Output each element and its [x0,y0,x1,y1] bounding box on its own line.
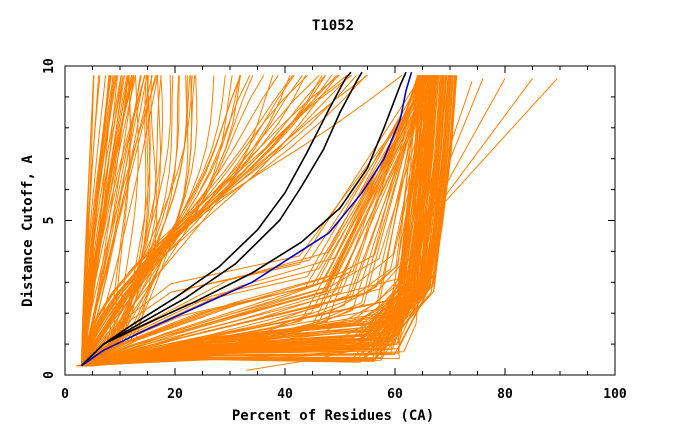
bundle-curve [81,75,112,366]
bundle-curve [81,75,129,366]
bundle-curve [81,75,198,367]
bundle-curve [81,75,265,366]
chart-title: T1052 [312,18,354,34]
series-line [80,71,363,367]
bundle-curve [81,75,433,367]
x-tick-label: 20 [167,387,183,402]
bundle-curve [246,334,396,371]
series-line [80,71,352,367]
highlighted-series [80,71,413,367]
y-tick-label: 0 [42,371,57,379]
bundle-curve [81,75,164,367]
x-axis-label: Percent of Residues (CA) [232,408,434,424]
bundle-curve [81,75,153,366]
bundle-curve [81,75,420,367]
bundle-curve [81,75,435,367]
orange-curve-bundle [76,74,558,371]
bundle-curve [81,75,131,367]
bundle-curve [81,75,124,366]
bundle-curve [81,75,135,366]
bundle-curve [81,75,333,366]
bundle-curve [81,75,428,367]
bundle-curve [81,75,436,367]
bundle-curve [81,75,436,367]
bundle-curve [81,75,146,366]
bundle-curve [81,75,123,366]
x-tick-label: 0 [61,387,69,402]
bundle-curve [81,75,159,366]
y-tick-label: 5 [42,217,57,225]
bundle-curve [81,75,274,367]
bundle-curve [81,75,437,367]
x-tick-label: 80 [497,387,513,402]
bundle-curve [81,75,422,367]
bundle-curve [81,75,189,367]
bundle-curve [81,75,112,366]
bundle-curve [394,78,451,320]
bundle-curve [81,75,420,367]
y-tick-label: 10 [42,58,57,74]
bundle-curve [81,75,279,366]
bundle-curve [81,75,429,367]
bundle-curve [81,75,425,367]
series-line [80,71,407,367]
bundle-curve [81,75,137,366]
y-axis-label: Distance Cutoff, A [20,155,36,307]
bundle-curve [81,75,174,367]
series-line [81,71,413,367]
bundle-curve [81,75,323,366]
bundle-curve [81,75,422,367]
bundle-curve [81,74,436,367]
axis-ticks: 0 20 40 60 80 100 0 5 10 [42,58,627,402]
x-tick-label: 100 [603,387,627,402]
bundle-curve [81,75,148,366]
bundle-curve [81,75,241,366]
x-tick-label: 40 [277,387,293,402]
bundle-curve [81,75,423,367]
bundle-curve [81,75,162,367]
bundle-curve [81,75,303,366]
bundle-curve [81,75,151,367]
bundle-curve [81,75,429,367]
x-tick-label: 60 [387,387,403,402]
bundle-curve [81,75,294,366]
bundle-curve [81,75,193,367]
bundle-curve [81,75,419,367]
bundle-curve [81,75,425,367]
